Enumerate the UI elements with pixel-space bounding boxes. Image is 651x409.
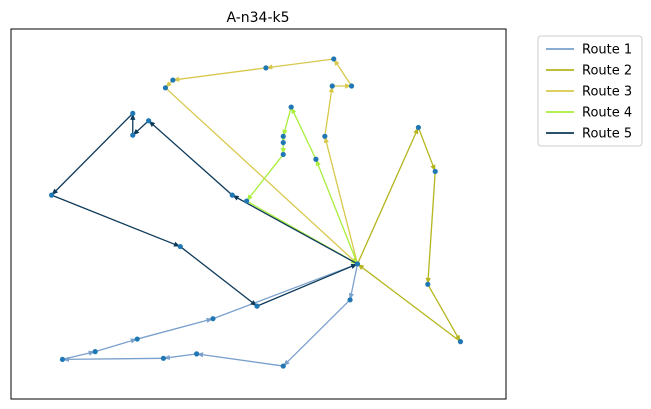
route-segment — [179, 246, 258, 307]
route-segment — [324, 85, 334, 137]
customer-node — [59, 356, 66, 363]
route-segment — [163, 353, 197, 361]
nodes-layer — [48, 56, 464, 369]
customer-node — [432, 168, 438, 175]
customer-node — [48, 192, 55, 198]
route-segment — [51, 112, 134, 196]
customer-node — [134, 336, 140, 342]
route-segment — [265, 58, 334, 70]
legend: Route 1 Route 2 Route 3 Route 4 Route 5 — [537, 35, 643, 147]
route-segment — [357, 263, 461, 343]
route-segment — [323, 136, 359, 265]
customer-node — [280, 363, 286, 369]
route-segment — [417, 127, 436, 172]
plot-frame — [10, 28, 507, 400]
customer-node — [280, 133, 286, 139]
legend-label: Route 4 — [582, 106, 632, 121]
route-segment — [62, 350, 96, 361]
customer-node — [210, 316, 216, 322]
customer-node — [354, 261, 361, 267]
customer-node — [347, 297, 353, 303]
route-segment — [196, 352, 284, 367]
route-segment — [137, 317, 214, 340]
customer-node — [415, 124, 421, 131]
customer-node — [425, 281, 431, 287]
customer-node — [313, 156, 319, 162]
customer-node — [254, 303, 260, 309]
customer-node — [280, 151, 286, 158]
chart-title: A-n34-k5 — [226, 10, 289, 26]
customer-node — [146, 118, 152, 124]
customer-node — [244, 198, 250, 204]
customer-node — [331, 56, 337, 62]
route-segment — [62, 356, 164, 362]
legend-label: Route 2 — [582, 64, 632, 79]
routes-layer — [51, 58, 462, 367]
customer-node — [177, 243, 183, 250]
legend-label: Route 3 — [582, 85, 632, 100]
route-segment — [231, 194, 358, 265]
customer-node — [162, 85, 169, 91]
route-segment — [94, 338, 138, 353]
customer-node — [130, 132, 136, 138]
route-segment — [425, 171, 436, 285]
route-segment — [333, 58, 353, 87]
customer-node — [348, 83, 355, 89]
legend-label: Route 5 — [582, 127, 632, 142]
legend-label: Route 1 — [582, 43, 632, 58]
customer-node — [170, 77, 176, 83]
customer-node — [329, 83, 335, 89]
route-segment — [212, 263, 358, 320]
route-segment — [427, 283, 462, 342]
customer-node — [130, 110, 136, 116]
route-segment — [348, 263, 359, 300]
route-segment — [148, 120, 233, 196]
customer-node — [194, 351, 200, 357]
route-segment — [165, 87, 358, 265]
route-segment — [282, 299, 351, 367]
legend-box — [537, 35, 643, 147]
customer-node — [280, 139, 286, 146]
customer-node — [263, 65, 269, 71]
customer-node — [457, 339, 464, 345]
route-segment — [315, 159, 359, 265]
route-segment — [172, 67, 267, 82]
route-segment — [246, 154, 284, 202]
customer-node — [160, 355, 167, 361]
route-segment — [132, 120, 150, 136]
route-segment — [290, 106, 317, 160]
customer-node — [288, 104, 294, 110]
customer-node — [322, 133, 328, 139]
customer-node — [229, 192, 235, 198]
customer-node — [92, 349, 98, 355]
route-segment — [356, 127, 419, 265]
route-segment — [282, 106, 292, 137]
route-segment — [256, 263, 358, 307]
route-segment — [51, 194, 181, 248]
